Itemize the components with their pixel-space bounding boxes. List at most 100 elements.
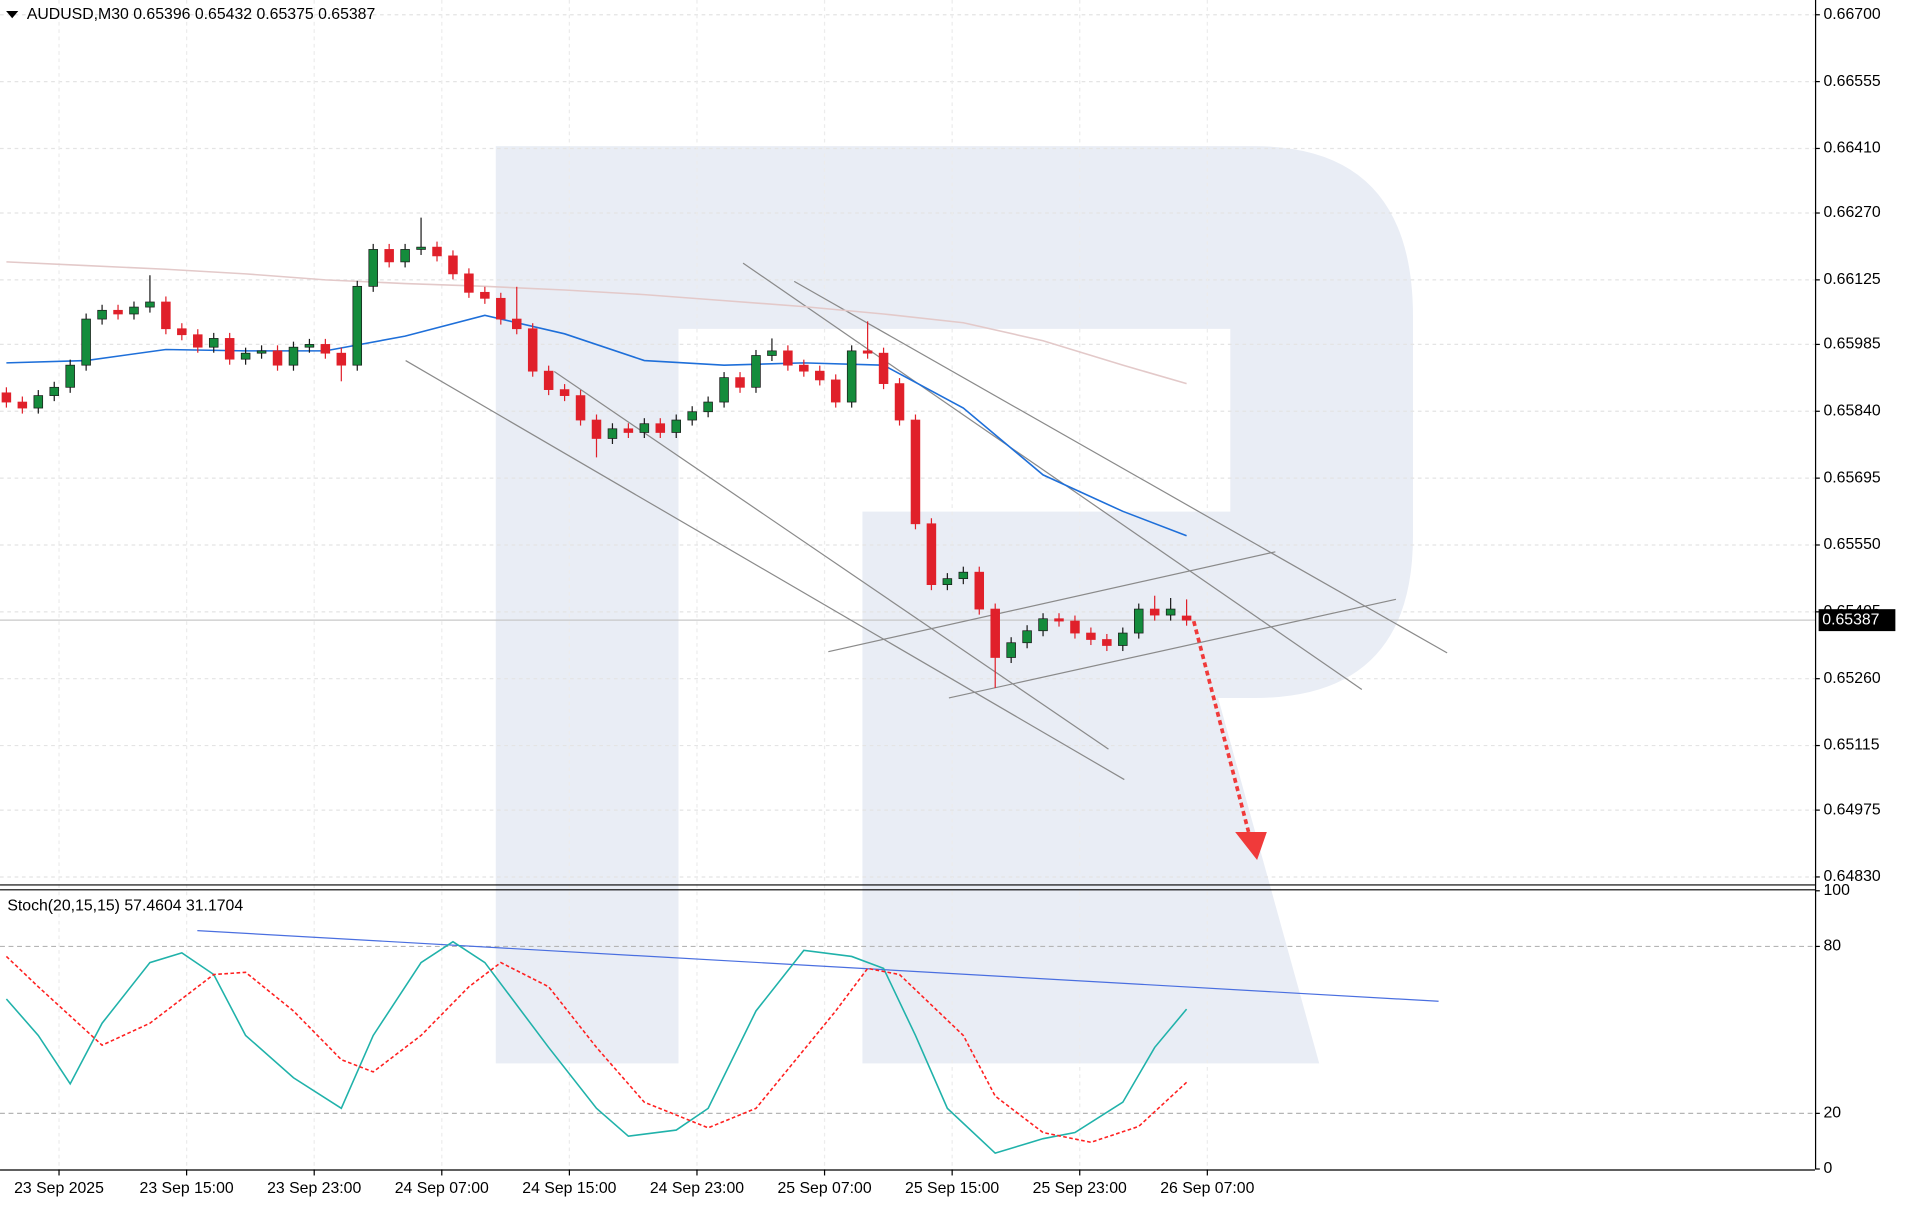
candle-body [272, 350, 283, 366]
candle-body [894, 383, 905, 421]
candle-body [607, 428, 618, 439]
candle-body [862, 350, 873, 354]
x-tick-label: 25 Sep 23:00 [1033, 1180, 1127, 1197]
candle-body [256, 350, 267, 354]
plot [1, 217, 1192, 1155]
candle-body [543, 370, 554, 390]
candle-body [559, 389, 570, 396]
x-tick-label: 24 Sep 15:00 [522, 1180, 616, 1197]
candle-body [591, 419, 602, 439]
candle-body [990, 608, 1000, 658]
x-tick-label: 25 Sep 07:00 [777, 1180, 871, 1197]
y-tick-label: 100 [1823, 882, 1850, 899]
candle-body [480, 291, 490, 299]
x-tick-label: 24 Sep 07:00 [395, 1180, 489, 1197]
current-price-label: 0.65387 [1822, 611, 1879, 628]
candle-body [767, 350, 777, 356]
candle-body [400, 249, 410, 263]
candle-body [703, 401, 713, 413]
candle-body [416, 246, 426, 250]
y-tick-label: 20 [1823, 1105, 1841, 1122]
candle-body [846, 350, 857, 403]
candle-body [304, 344, 315, 348]
candle-body [161, 301, 171, 330]
candle-body [1006, 642, 1016, 658]
candle-body [49, 386, 59, 396]
candle-body [1102, 639, 1112, 646]
candle-body [815, 370, 825, 381]
candle-body [639, 423, 650, 433]
candle-body [464, 273, 474, 293]
candle-body [320, 344, 331, 354]
candle-body [17, 401, 28, 409]
forecast-arrow [1191, 620, 1267, 860]
indicator-title: Stoch(20,15,15) 57.4604 31.1704 [7, 897, 243, 914]
watermark [495, 146, 1414, 1064]
candle-body [336, 352, 347, 366]
y-tick-label: 0.65695 [1823, 469, 1880, 486]
moving-average [6, 314, 1187, 537]
candle-body [65, 364, 75, 388]
candle-body [783, 350, 793, 366]
menu-triangle [6, 10, 19, 19]
candle-body [926, 523, 937, 586]
candle-body [1, 392, 12, 403]
candle-body [177, 328, 187, 336]
candle-body [910, 419, 921, 525]
candle-body [145, 301, 155, 308]
y-tick-label: 0.64975 [1823, 801, 1880, 818]
x-tick-label: 23 Sep 2025 [14, 1180, 104, 1197]
candle-body [1038, 618, 1048, 632]
candle-body [208, 338, 219, 348]
trend-lines [197, 262, 1448, 1002]
candle-body [129, 306, 139, 315]
candle-body [384, 249, 394, 263]
candle-body [224, 338, 235, 360]
candle-body [1149, 608, 1160, 616]
candle-body [942, 578, 953, 586]
candle-body [496, 297, 506, 320]
y-tick-label: 0.66125 [1823, 271, 1880, 288]
candle-body [527, 328, 538, 372]
candle-body [240, 352, 251, 360]
x-tick-label: 24 Sep 23:00 [650, 1180, 744, 1197]
stoch-line [5, 940, 1188, 1155]
y-tick-label: 0.66700 [1823, 6, 1880, 23]
candle-body [575, 395, 586, 421]
candle-body [1133, 608, 1144, 634]
candle-body [432, 246, 442, 257]
candle-body [1086, 632, 1096, 640]
frame [0, 0, 1817, 1171]
candle-body [448, 255, 458, 275]
x-tick-label: 26 Sep 07:00 [1160, 1180, 1254, 1197]
candle-body [512, 318, 522, 330]
x-tick-label: 23 Sep 23:00 [267, 1180, 361, 1197]
x-tick-label: 25 Sep 15:00 [905, 1180, 999, 1197]
candle-body [655, 423, 666, 433]
y-tick-label: 0.66410 [1823, 140, 1880, 157]
y-tick-label: 0.66270 [1823, 204, 1880, 221]
candle-body [751, 355, 761, 388]
candle-body [193, 334, 203, 348]
y-tick-label: 80 [1823, 938, 1841, 955]
y-tick-label: 0.66555 [1823, 73, 1880, 90]
candle-body [974, 571, 985, 610]
candle-body [368, 249, 378, 287]
y-tick-label: 0.65115 [1823, 737, 1879, 754]
candle-body [830, 379, 841, 403]
candle-body [719, 377, 729, 403]
candle-body [623, 428, 634, 433]
grid [0, 0, 1815, 1170]
y-tick-label: 0.65985 [1823, 336, 1880, 353]
y-tick-label: 0.65260 [1823, 670, 1880, 687]
y-tick-label: 0 [1823, 1160, 1832, 1177]
candle-body [1022, 630, 1032, 644]
current-price-box [1818, 609, 1896, 632]
candle-body [81, 318, 91, 366]
moving-average [6, 261, 1187, 385]
candle-body [799, 364, 809, 372]
candle-body [1070, 620, 1080, 634]
candle-body [97, 309, 107, 320]
candle-body [671, 419, 681, 433]
